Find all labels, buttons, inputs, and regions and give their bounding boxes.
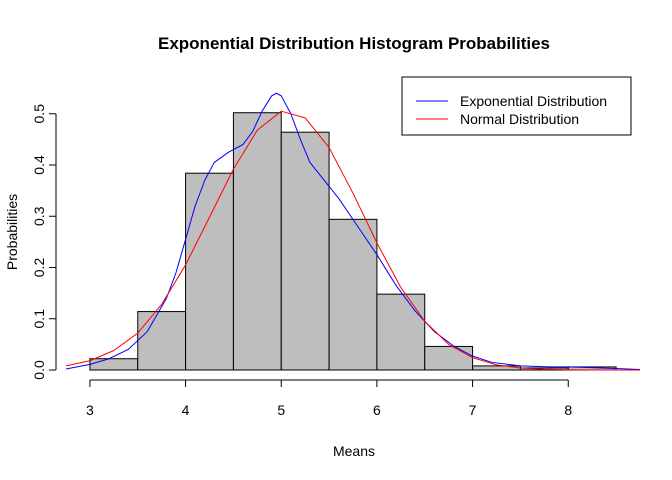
x-tick-label: 3 bbox=[86, 402, 94, 418]
y-tick-label: 0.4 bbox=[31, 155, 47, 175]
histogram-bar-7 bbox=[424, 345, 474, 371]
legend: Exponential Distribution Normal Distribu… bbox=[401, 76, 632, 136]
histogram-bar-5 bbox=[328, 218, 378, 371]
legend-label-exponential: Exponential Distribution bbox=[460, 93, 607, 109]
histogram-bar-2 bbox=[185, 172, 234, 371]
y-tick-label: 0.5 bbox=[31, 104, 47, 124]
legend-box bbox=[401, 76, 632, 136]
chart-title: Exponential Distribution Histogram Proba… bbox=[158, 34, 550, 53]
histogram-bar-6 bbox=[376, 293, 426, 371]
y-tick-label: 0.1 bbox=[31, 309, 47, 329]
x-tick-label: 8 bbox=[564, 402, 572, 418]
histogram-bar-1 bbox=[137, 311, 187, 371]
x-tick-label: 7 bbox=[469, 402, 477, 418]
x-axis: 3 4 5 6 7 8 bbox=[86, 379, 572, 418]
y-axis: 0.0 0.1 0.2 0.3 0.4 0.5 bbox=[31, 104, 57, 380]
y-tick-label: 0.3 bbox=[31, 206, 47, 226]
x-axis-label: Means bbox=[333, 443, 375, 459]
legend-label-normal: Normal Distribution bbox=[460, 111, 579, 127]
x-tick-label: 4 bbox=[182, 402, 190, 418]
normal-density-line bbox=[65, 110, 640, 371]
histogram-bar-0 bbox=[89, 358, 139, 371]
y-tick-label: 0.0 bbox=[31, 360, 47, 380]
histogram-bar-4 bbox=[280, 131, 330, 371]
histogram-bar-3 bbox=[232, 112, 282, 371]
x-tick-label: 5 bbox=[277, 402, 285, 418]
x-tick-label: 6 bbox=[373, 402, 381, 418]
y-axis-label: Probabilities bbox=[4, 194, 20, 270]
histogram-bar-8 bbox=[472, 365, 521, 371]
density-curves bbox=[65, 92, 641, 371]
y-tick-label: 0.2 bbox=[31, 258, 47, 278]
